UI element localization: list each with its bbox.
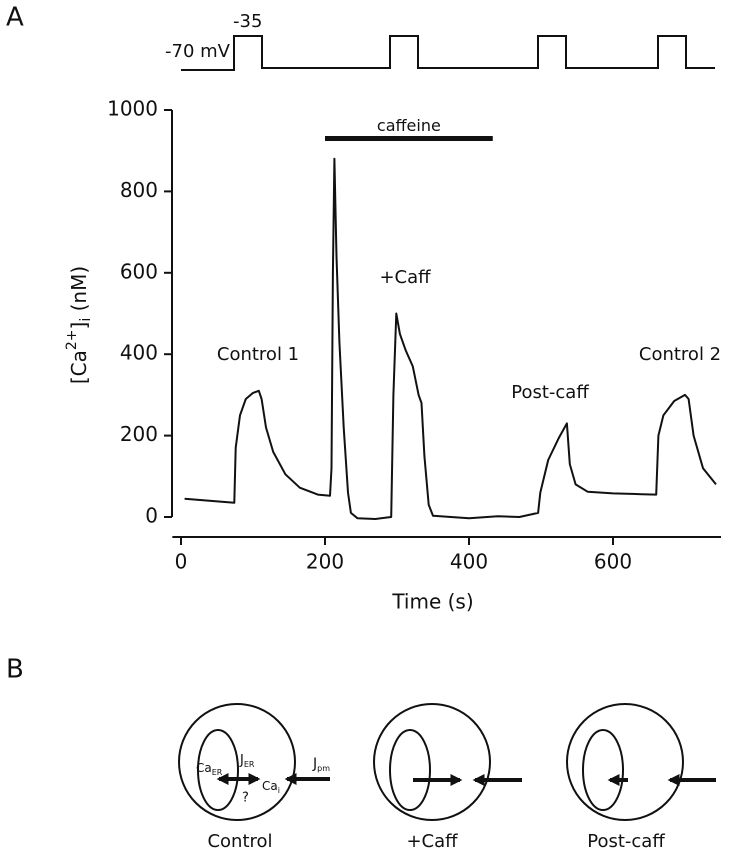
diagram-caption: Post-caff: [587, 831, 665, 852]
panel-label: B: [6, 655, 24, 685]
panel-label: A: [6, 3, 24, 33]
er: [197, 729, 239, 811]
holding-label: -70 mV: [165, 41, 231, 62]
annotation: Control 1: [217, 344, 299, 365]
y-tick-label: 600: [120, 259, 158, 283]
cell: [566, 703, 684, 821]
step-label: -35: [233, 11, 262, 32]
cell: [373, 703, 491, 821]
y-label-part: 2+: [64, 329, 80, 350]
label-base: J: [312, 756, 317, 772]
diagram-caption: Control: [207, 831, 272, 852]
label-base: J: [239, 753, 244, 768]
ca-i-label: Cai: [262, 779, 280, 795]
x-tick-label: 0: [175, 550, 188, 574]
label-sub: pm: [317, 764, 330, 773]
label-base: Ca: [262, 779, 278, 793]
voltage-protocol: [181, 35, 715, 71]
x-tick-label: 400: [450, 550, 488, 574]
trace: [184, 157, 717, 520]
er: [582, 729, 624, 811]
annotation: Post-caff: [511, 382, 589, 403]
y-label-part: (nM): [67, 266, 91, 318]
label-sub: ER: [212, 768, 223, 777]
x-axis-label: Time (s): [391, 590, 473, 614]
cell-diagrams: [178, 703, 716, 821]
j-pm-label: Jpm: [312, 756, 330, 773]
label-base: Ca: [196, 761, 212, 775]
caffeine-label: caffeine: [377, 116, 441, 135]
label-sub: i: [278, 786, 280, 795]
y-axis-label: [Ca2+]i (nM): [64, 266, 94, 384]
y-label-part: i: [78, 318, 94, 322]
y-label-part: ]: [67, 322, 91, 330]
er: [389, 729, 431, 811]
y-tick-label: 1000: [107, 97, 158, 121]
y-tick-label: 800: [120, 178, 158, 202]
y-tick-label: 200: [120, 422, 158, 446]
unknown-label: ?: [242, 791, 249, 806]
annotation: +Caff: [379, 267, 431, 288]
diagram-caption: +Caff: [406, 831, 458, 852]
x-tick-label: 200: [306, 550, 344, 574]
annotation: Control 2: [639, 344, 721, 365]
x-tick-label: 600: [594, 550, 632, 574]
y-label-part: [Ca: [67, 350, 91, 384]
ca-er-label: CaER: [196, 761, 223, 777]
label-sub: ER: [244, 760, 255, 769]
y-tick-label: 400: [120, 341, 158, 365]
j-er-label: JER: [239, 753, 255, 769]
cell: [178, 703, 296, 821]
y-tick-label: 0: [145, 504, 158, 528]
